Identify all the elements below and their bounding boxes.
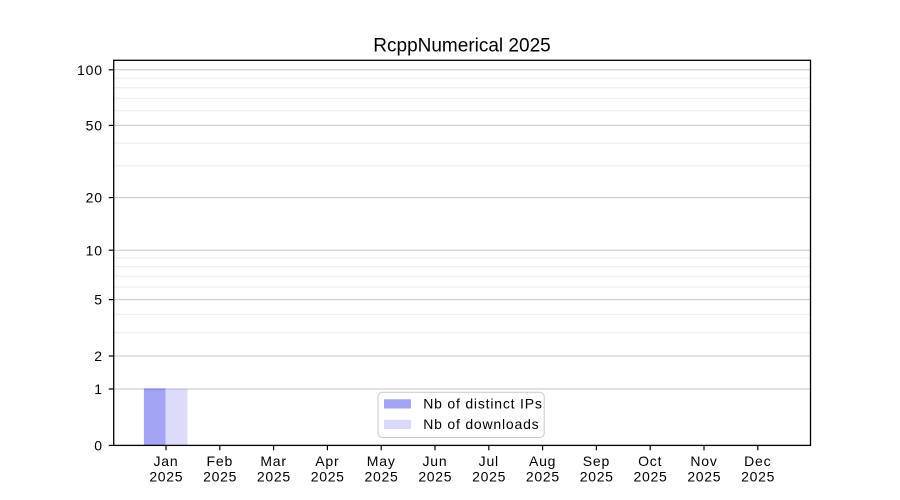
svg-text:20: 20 bbox=[86, 190, 103, 206]
svg-text:RcppNumerical 2025: RcppNumerical 2025 bbox=[373, 36, 550, 57]
svg-text:2025: 2025 bbox=[526, 468, 560, 484]
svg-text:100: 100 bbox=[77, 62, 103, 78]
svg-text:50: 50 bbox=[86, 118, 103, 134]
svg-text:Oct: Oct bbox=[638, 453, 662, 469]
svg-text:Nb of downloads: Nb of downloads bbox=[423, 416, 539, 432]
svg-text:0: 0 bbox=[94, 438, 103, 454]
svg-text:5: 5 bbox=[94, 292, 103, 308]
svg-text:2025: 2025 bbox=[418, 468, 452, 484]
svg-text:2025: 2025 bbox=[365, 468, 399, 484]
svg-text:Feb: Feb bbox=[207, 453, 234, 469]
svg-text:Jul: Jul bbox=[479, 453, 499, 469]
svg-text:Dec: Dec bbox=[744, 453, 771, 469]
svg-text:Jan: Jan bbox=[154, 453, 179, 469]
svg-text:Jun: Jun bbox=[423, 453, 448, 469]
svg-text:2025: 2025 bbox=[203, 468, 237, 484]
svg-text:May: May bbox=[367, 453, 396, 469]
svg-text:Mar: Mar bbox=[260, 453, 287, 469]
svg-text:2025: 2025 bbox=[257, 468, 291, 484]
svg-text:2025: 2025 bbox=[634, 468, 668, 484]
svg-text:2025: 2025 bbox=[311, 468, 345, 484]
svg-text:Sep: Sep bbox=[583, 453, 610, 469]
svg-text:Apr: Apr bbox=[315, 453, 339, 469]
svg-text:2025: 2025 bbox=[472, 468, 506, 484]
svg-text:2: 2 bbox=[94, 348, 103, 364]
svg-text:Nov: Nov bbox=[690, 453, 717, 469]
svg-text:2025: 2025 bbox=[580, 468, 614, 484]
svg-text:2025: 2025 bbox=[741, 468, 775, 484]
svg-text:Nb of distinct IPs: Nb of distinct IPs bbox=[423, 396, 542, 412]
svg-text:Aug: Aug bbox=[529, 453, 556, 469]
svg-text:2025: 2025 bbox=[687, 468, 721, 484]
svg-text:2025: 2025 bbox=[149, 468, 183, 484]
svg-text:10: 10 bbox=[86, 242, 103, 258]
svg-text:1: 1 bbox=[94, 381, 103, 397]
